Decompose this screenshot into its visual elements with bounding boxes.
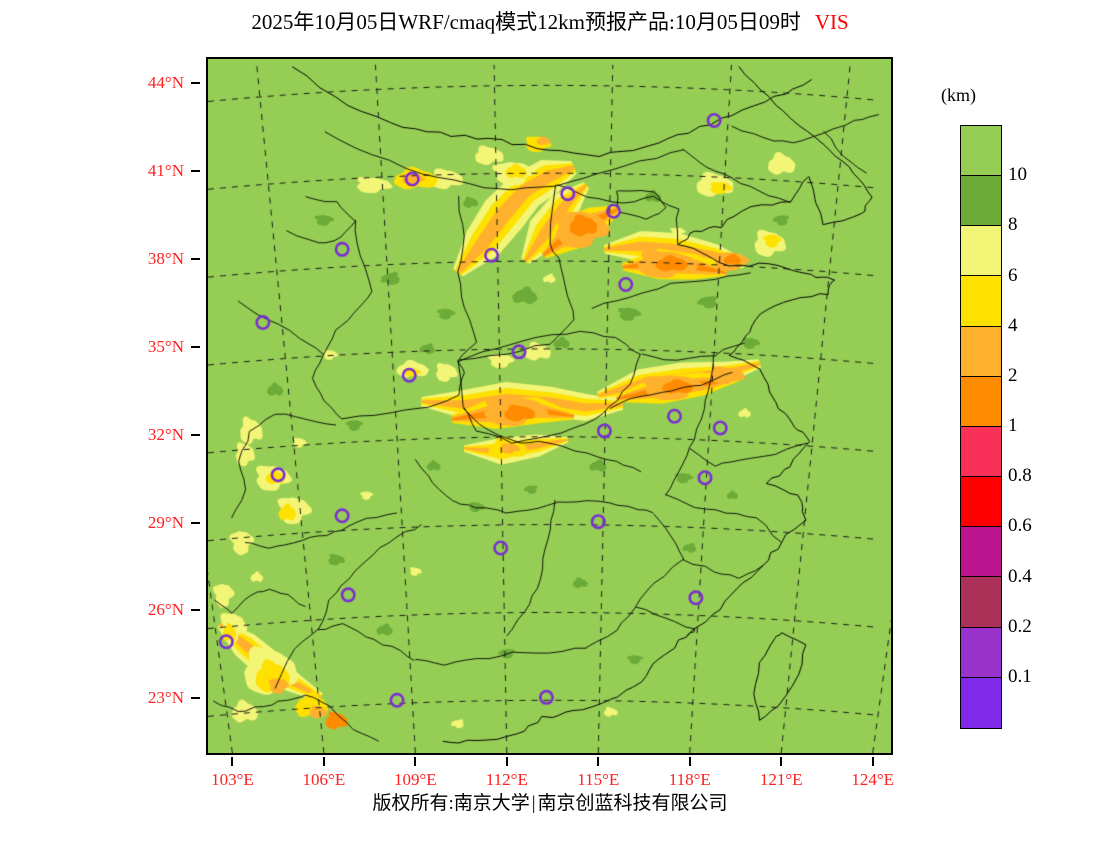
lat-tick-label: 41°N xyxy=(147,161,184,181)
lon-tick-mark xyxy=(505,757,508,766)
copyright-footer: 版权所有:南京大学 | 南京创蓝科技有限公司 xyxy=(0,788,1100,815)
lat-tick-mark xyxy=(191,521,200,524)
lon-tick-label: 103°E xyxy=(211,770,254,789)
lon-tick-mark xyxy=(688,757,691,766)
colorbar-band xyxy=(961,326,1001,377)
visibility-contour-map xyxy=(208,59,891,753)
colorbar-band xyxy=(961,276,1001,327)
colorbar-band xyxy=(961,477,1001,528)
colorbar[interactable] xyxy=(960,125,1002,729)
lon-tick-mark xyxy=(871,757,874,766)
lat-tick-mark xyxy=(191,433,200,436)
lon-tick-mark xyxy=(597,757,600,766)
colorbar-tick-label: 2 xyxy=(1008,364,1018,386)
footer-separator: | xyxy=(531,793,536,814)
colorbar-unit-label: (km) xyxy=(941,85,976,105)
latitude-axis: 44°N 41°N 38°N 35°N 32°N 29°N 26°N 23°N xyxy=(100,57,200,755)
chart-title: 2025年10月05日WRF/cmaq模式12km预报产品:10月05日09时 V… xyxy=(0,6,1100,36)
lat-tick-mark xyxy=(191,697,200,700)
colorbar-tick-label: 6 xyxy=(1008,264,1018,286)
map-plot-area[interactable] xyxy=(206,57,893,755)
lat-tick-mark xyxy=(191,345,200,348)
colorbar-band xyxy=(961,226,1001,277)
lon-tick-mark xyxy=(780,757,783,766)
colorbar-tick-label: 8 xyxy=(1008,214,1018,236)
lon-tick-label: 121°E xyxy=(759,770,803,789)
longitude-axis: 103°E 106°E 109°E 112°E 115°E 118°E 121°E 124°E xyxy=(206,757,894,797)
lon-tick-mark xyxy=(414,757,417,766)
colorbar-band xyxy=(961,577,1001,628)
colorbar-tick-label: 0.8 xyxy=(1008,465,1032,487)
colorbar-band xyxy=(961,627,1001,678)
lon-tick-label: 112°E xyxy=(485,770,528,789)
colorbar-tick-label: 4 xyxy=(1008,314,1018,336)
colorbar-tick-label: 0.1 xyxy=(1008,665,1032,687)
lon-tick-label: 118°E xyxy=(668,770,711,789)
lon-tick-mark xyxy=(231,757,234,766)
colorbar-tick-label: 0.6 xyxy=(1008,515,1032,537)
colorbar-tick-label: 0.4 xyxy=(1008,565,1032,587)
lat-tick-label: 44°N xyxy=(147,73,184,93)
colorbar-band xyxy=(961,376,1001,427)
colorbar-band xyxy=(961,426,1001,478)
lon-tick-label: 106°E xyxy=(302,770,346,789)
lon-tick-mark xyxy=(322,757,325,766)
lat-tick-label: 35°N xyxy=(147,336,184,356)
lat-tick-label: 23°N xyxy=(147,688,184,708)
colorbar-band xyxy=(961,126,1001,177)
colorbar-tick-label: 1 xyxy=(1008,415,1018,436)
lat-tick-mark xyxy=(191,170,200,173)
lat-tick-label: 26°N xyxy=(147,600,184,620)
colorbar-tick-label: 0.2 xyxy=(1008,615,1032,637)
lon-tick-label: 124°E xyxy=(851,770,895,789)
lat-tick-label: 29°N xyxy=(147,512,184,532)
lat-tick-mark xyxy=(191,258,200,261)
colorbar-band xyxy=(961,176,1001,227)
colorbar-tick-label: 10 xyxy=(1008,164,1027,186)
lat-tick-mark xyxy=(191,609,200,612)
colorbar-band xyxy=(961,677,1001,728)
colorbar-band xyxy=(961,527,1001,578)
lon-tick-label: 109°E xyxy=(393,770,437,789)
lat-tick-mark xyxy=(191,82,200,85)
chart-title-text: 2025年10月05日WRF/cmaq模式12km预报产品:10月05日09时 xyxy=(251,10,801,34)
lat-tick-label: 32°N xyxy=(147,424,184,444)
variable-label: VIS xyxy=(814,10,849,34)
lon-tick-label: 115°E xyxy=(577,770,620,789)
copyright-owner: 版权所有:南京大学 xyxy=(372,793,530,814)
lat-tick-label: 38°N xyxy=(147,249,184,269)
copyright-company: 南京创蓝科技有限公司 xyxy=(537,793,728,814)
